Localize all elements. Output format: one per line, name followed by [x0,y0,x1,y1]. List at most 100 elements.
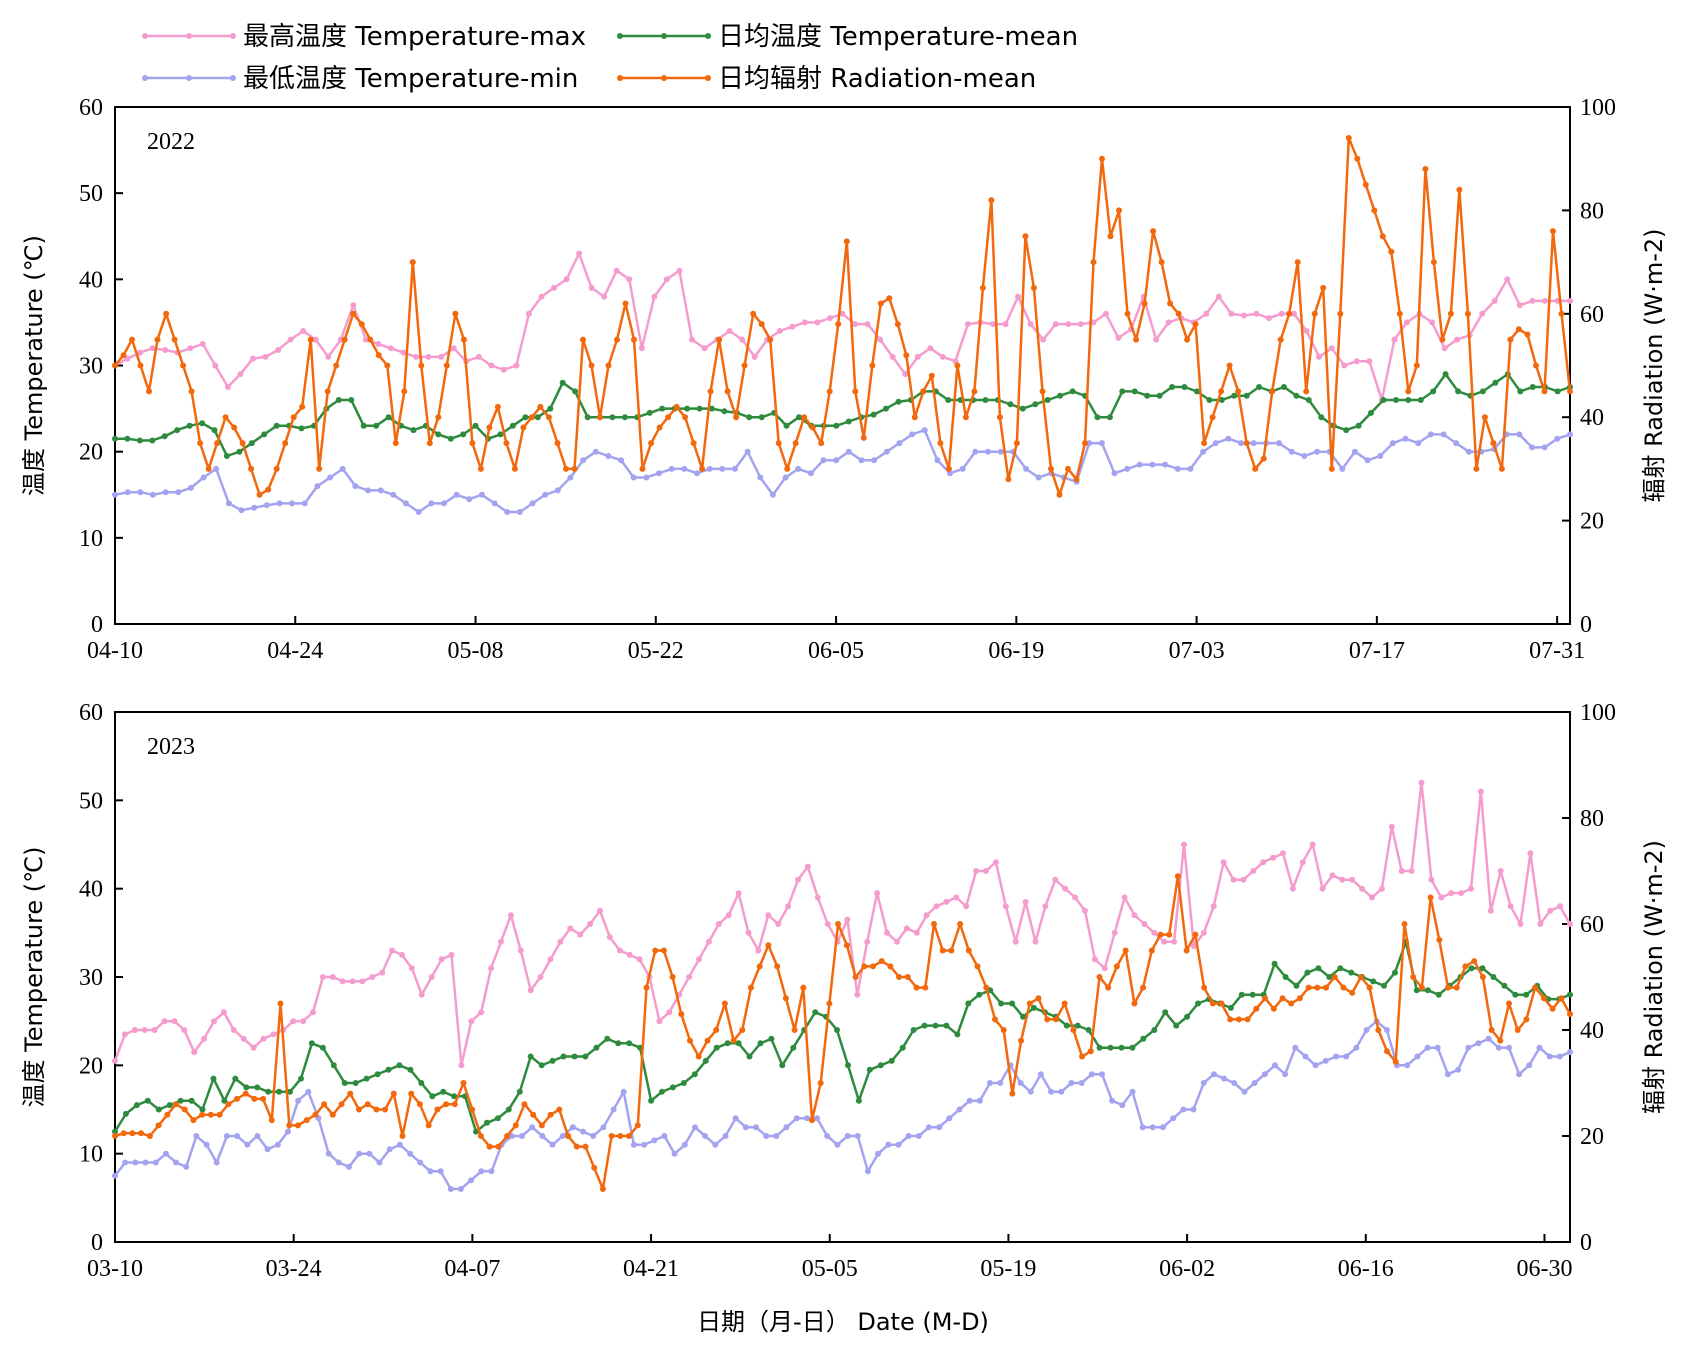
data-point [1210,903,1217,910]
data-point [1529,384,1536,390]
data-point [321,1101,328,1108]
data-point [285,1128,291,1135]
y-left-tick-label: 0 [91,1230,103,1256]
data-point [1111,470,1118,477]
data-point [457,1186,464,1192]
data-point [1018,1037,1025,1044]
data-point [1403,319,1410,326]
data-point [601,293,608,300]
data-point [818,440,825,447]
data-point [1020,1013,1026,1020]
data-point [606,934,613,941]
data-point [1099,155,1105,162]
data-point [495,1143,502,1150]
data-point [1153,336,1160,343]
data-point [238,507,245,514]
data-point [1339,876,1346,883]
data-point [484,1119,490,1126]
data-point [1491,297,1498,304]
data-point [365,487,371,494]
data-point [1349,989,1356,996]
data-point [1225,435,1232,442]
data-point [877,1062,884,1069]
data-point [491,500,498,507]
data-point [1429,319,1435,326]
data-point [895,398,902,405]
data-point [1174,873,1181,880]
y-right-axis-title: 辐射 Radiation (W·m-2) [1640,840,1668,1114]
data-point [663,276,670,283]
data-point [112,1172,118,1179]
data-point [519,1133,525,1139]
data-point [333,362,340,369]
data-point [392,440,399,447]
legend-entry: 最低温度 Temperature-min [142,64,578,94]
data-point [1541,388,1548,395]
data-point [996,414,1003,421]
data-point [1515,326,1522,333]
data-point [835,921,842,927]
data-point [817,1080,824,1086]
data-point [418,362,425,369]
data-point [1119,1102,1126,1109]
data-point [547,405,554,412]
data-point [1238,440,1244,447]
data-point [1435,991,1442,998]
data-point [367,336,374,343]
data-point [183,1163,190,1170]
data-point [634,1122,641,1129]
data-point [1012,938,1019,945]
legend-swatch-dot [661,75,667,81]
data-point [516,1088,523,1095]
data-point [1253,310,1260,317]
data-point [410,427,417,434]
data-point [992,859,999,866]
data-point [1497,1037,1504,1044]
data-point [998,1000,1005,1007]
data-point [289,500,296,507]
data-point [902,371,909,378]
y-left-tick-label: 30 [79,354,103,380]
data-point [742,1124,749,1131]
panel-year-label: 2022 [147,129,195,155]
data-point [1184,336,1191,343]
x-tick-label: 07-31 [1529,638,1585,664]
data-point [985,448,991,455]
data-point [507,912,514,919]
data-point [451,1101,458,1108]
data-point [979,284,986,291]
data-point [324,388,331,395]
data-point [1085,1027,1092,1033]
data-point [1311,310,1318,317]
data-point [1238,991,1245,998]
y-right-axis-title: 辐射 Radiation (W·m-2) [1640,228,1668,502]
data-point [903,925,910,932]
data-point [539,1133,546,1139]
x-tick-label: 05-22 [628,638,684,664]
data-point [870,411,877,418]
x-tick-label: 06-16 [1338,1256,1394,1282]
data-point [1226,362,1233,369]
data-point [1161,938,1168,945]
data-point [1413,362,1420,369]
data-point [1368,409,1374,416]
data-point [1111,929,1118,936]
data-point [1044,397,1051,403]
data-point [804,863,811,870]
data-point [1160,1124,1166,1131]
x-tick-label: 06-19 [988,638,1044,664]
data-point [362,336,369,343]
data-point [610,1106,617,1113]
data-point [554,440,561,447]
data-point [521,1101,528,1108]
data-point [605,362,612,369]
data-point [1017,1080,1024,1086]
data-point [987,1080,993,1086]
data-point [1078,1080,1085,1086]
data-point [190,1117,197,1124]
data-point [1065,321,1072,328]
data-point [234,1133,241,1139]
data-point [300,328,307,334]
data-point [379,969,386,976]
data-point [1022,898,1029,905]
